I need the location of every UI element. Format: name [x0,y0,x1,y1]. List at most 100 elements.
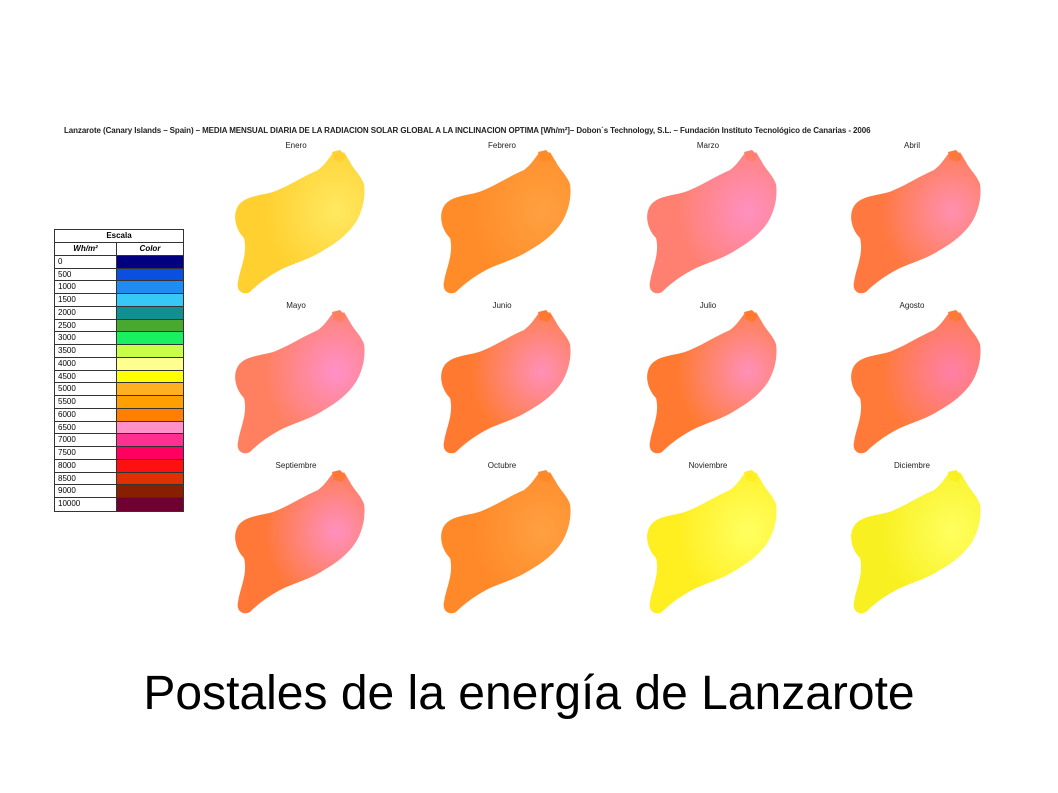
island-shape [441,152,571,294]
island-map [647,470,777,614]
islet-shape [744,150,758,162]
month-map: Noviembre [638,461,778,616]
legend-row: 9000 [55,485,183,498]
island-shape [647,152,777,294]
month-map: Enero [226,141,366,296]
islet-shape [538,470,552,482]
legend-row: 7500 [55,447,183,460]
month-label: Junio [492,301,512,310]
legend-row: 7000 [55,434,183,447]
month-label: Diciembre [893,461,930,470]
month-map: Diciembre [842,461,982,616]
legend-value: 3500 [55,345,117,357]
legend-swatch [117,268,183,281]
legend-swatch [117,447,183,459]
month-map: Octubre [432,461,572,616]
island-map [441,310,571,454]
legend-swatch [117,408,183,421]
legend-swatch [117,421,183,434]
month-label: Enero [285,141,307,150]
island-shape [441,472,571,614]
legend-value: 4500 [55,370,117,383]
legend-value: 7000 [55,434,117,446]
legend-swatch [117,485,183,497]
legend-row: 3000 [55,332,183,345]
month-map: Septiembre [226,461,366,616]
legend-swatch [117,319,183,332]
islet-shape [538,150,552,162]
legend-swatch [117,472,183,485]
legend-col-color: Color [139,244,161,253]
island-map [235,150,365,294]
legend-row: 1000 [55,281,183,294]
month-map: Marzo [638,141,778,296]
legend-value: 10000 [55,498,117,511]
island-map [851,310,981,454]
legend-col-value: Wh/m² [55,243,117,255]
island-shape [235,152,365,294]
legend-value: 8000 [55,459,117,472]
legend-swatch [117,306,183,319]
legend-row: 1500 [55,294,183,307]
month-label: Febrero [487,141,516,150]
month-map: Mayo [226,301,366,456]
month-map: Abril [842,141,982,296]
legend-swatch [117,459,183,472]
island-shape [441,312,571,454]
islet-shape [332,470,346,482]
island-map [851,150,981,294]
island-shape [235,312,365,454]
month-label: Septiembre [275,461,317,470]
island-shape [851,312,981,454]
island-shape [851,152,981,294]
legend-header-row: Wh/m² Color [55,243,183,256]
month-label: Abril [903,141,920,150]
legend-row: 2000 [55,306,183,320]
legend-value: 5500 [55,396,117,408]
island-map [851,470,981,614]
month-label: Mayo [286,301,306,310]
legend-row: 2500 [55,319,183,333]
legend-value: 6000 [55,408,117,421]
month-label: Marzo [696,141,720,150]
legend-value: 6500 [55,421,117,434]
legend-swatch [117,383,183,395]
slide-caption: Postales de la energía de Lanzarote [143,667,915,720]
legend-value: 1000 [55,281,117,293]
legend-swatch [117,357,183,370]
month-map: Febrero [432,141,572,296]
islet-shape [948,470,962,482]
legend-row: 10000 [55,498,183,511]
legend-value: 8500 [55,472,117,485]
legend-row: 8500 [55,472,183,486]
islet-shape [948,150,962,162]
legend-swatch [117,396,183,408]
island-shape [647,472,777,614]
island-shape [235,472,365,614]
legend-swatch [117,345,183,357]
legend-value: 2500 [55,319,117,332]
islet-shape [538,310,552,322]
legend-value: 0 [55,255,117,268]
legend-value: 500 [55,268,117,281]
legend-value: 4000 [55,357,117,370]
legend-row: 6000 [55,408,183,422]
map-sheet-header: Lanzarote (Canary Islands – Spain) – MED… [64,126,871,135]
month-map: Junio [432,301,572,456]
month-label: Agosto [899,301,925,310]
legend-swatch [117,498,183,511]
month-map: Julio [638,301,778,456]
legend-swatch [117,255,183,268]
islet-shape [744,310,758,322]
legend-value: 3000 [55,332,117,344]
island-map [441,150,571,294]
legend-value: 9000 [55,485,117,497]
legend-row: 6500 [55,421,183,435]
legend-title: Escala [55,230,183,243]
islet-shape [744,470,758,482]
island-map [235,310,365,454]
month-map: Agosto [842,301,982,456]
islet-shape [332,310,346,322]
legend-value: 1500 [55,294,117,306]
month-label: Julio [699,301,717,310]
